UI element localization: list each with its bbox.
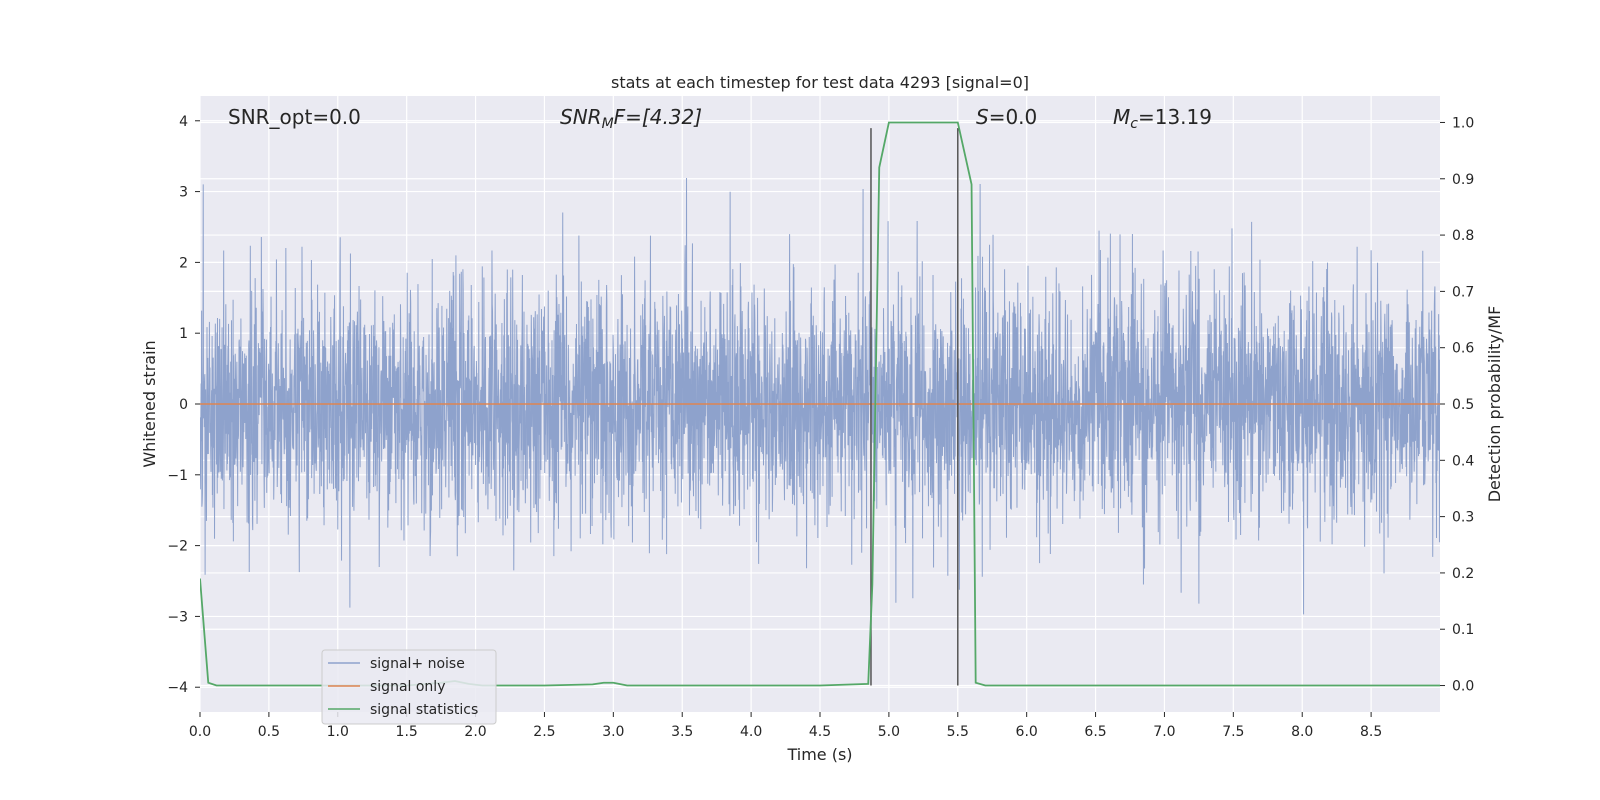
y2-tick-label: 0.6 xyxy=(1452,341,1474,357)
y2-tick-label: 0.5 xyxy=(1452,397,1474,413)
y-axis-ticks: 4 3 2 1 0 −1 −2 −3 −4 xyxy=(167,114,200,696)
x-tick-label: 2.5 xyxy=(533,724,555,740)
y-tick-label: 2 xyxy=(179,255,188,271)
y2-tick-label: 0.9 xyxy=(1452,172,1474,188)
x-tick-label: 7.5 xyxy=(1222,724,1244,740)
annotation-snr-mf: SNRMF=[4.32] xyxy=(560,105,702,132)
x-tick-label: 3.5 xyxy=(671,724,693,740)
legend-label-signal-statistics: signal statistics xyxy=(370,702,478,718)
x-axis-label: Time (s) xyxy=(786,745,852,764)
y-tick-label: −2 xyxy=(167,539,188,555)
y-tick-label: −1 xyxy=(167,468,188,484)
y2-tick-label: 0.3 xyxy=(1452,510,1474,526)
x-tick-label: 4.5 xyxy=(809,724,831,740)
y2-tick-label: 0.7 xyxy=(1452,284,1474,300)
legend-label-signal-noise: signal+ noise xyxy=(370,656,465,672)
y2-axis-ticks: 1.0 0.9 0.8 0.7 0.6 0.5 0.4 0.3 0.2 0.1 0.0 xyxy=(1440,115,1474,695)
y2-tick-label: 0.8 xyxy=(1452,228,1474,244)
y2-tick-label: 0.0 xyxy=(1452,679,1474,695)
x-tick-label: 6.5 xyxy=(1084,724,1106,740)
x-tick-label: 5.5 xyxy=(947,724,969,740)
x-axis-ticks: 0.0 0.5 1.0 1.5 2.0 2.5 3.0 3.5 4.0 4.5 5.0 5.5 6.0 6… xyxy=(189,712,1382,740)
y2-tick-label: 1.0 xyxy=(1452,115,1474,131)
x-tick-label: 8.0 xyxy=(1291,724,1313,740)
y-tick-label: 1 xyxy=(179,326,188,342)
x-tick-label: 7.0 xyxy=(1153,724,1175,740)
x-tick-label: 1.5 xyxy=(396,724,418,740)
y2-tick-label: 0.4 xyxy=(1452,453,1474,469)
y-tick-label: 3 xyxy=(179,185,188,201)
x-tick-label: 3.0 xyxy=(602,724,624,740)
y-tick-label: 4 xyxy=(179,114,188,130)
x-tick-label: 5.0 xyxy=(878,724,900,740)
x-tick-label: 2.0 xyxy=(464,724,486,740)
annotation-mc: Mc=13.19 xyxy=(1113,105,1212,132)
y-tick-label: −3 xyxy=(167,609,188,625)
legend-box xyxy=(321,649,497,725)
x-tick-label: 8.5 xyxy=(1360,724,1382,740)
y-tick-label: −4 xyxy=(167,680,188,696)
legend-label-signal-only: signal only xyxy=(370,679,445,695)
y2-tick-label: 0.2 xyxy=(1452,566,1474,582)
y-axis-label: Whitened strain xyxy=(140,340,159,467)
x-tick-label: 0.5 xyxy=(258,724,280,740)
y2-tick-label: 0.1 xyxy=(1452,622,1474,638)
annotation-s: S=0.0 xyxy=(976,105,1037,129)
x-tick-label: 4.0 xyxy=(740,724,762,740)
legend: signal+ noise signal only signal statist… xyxy=(321,649,497,725)
annotation-snr-opt: SNR_opt=0.0 xyxy=(228,105,361,129)
y2-axis-label: Detection probability/MF xyxy=(1485,306,1504,503)
x-tick-label: 6.0 xyxy=(1016,724,1038,740)
x-tick-label: 1.0 xyxy=(327,724,349,740)
chart-title: stats at each timestep for test data 429… xyxy=(611,73,1029,92)
signal-noise-series xyxy=(200,178,1440,615)
y-tick-label: 0 xyxy=(179,397,188,413)
x-tick-label: 0.0 xyxy=(189,724,211,740)
